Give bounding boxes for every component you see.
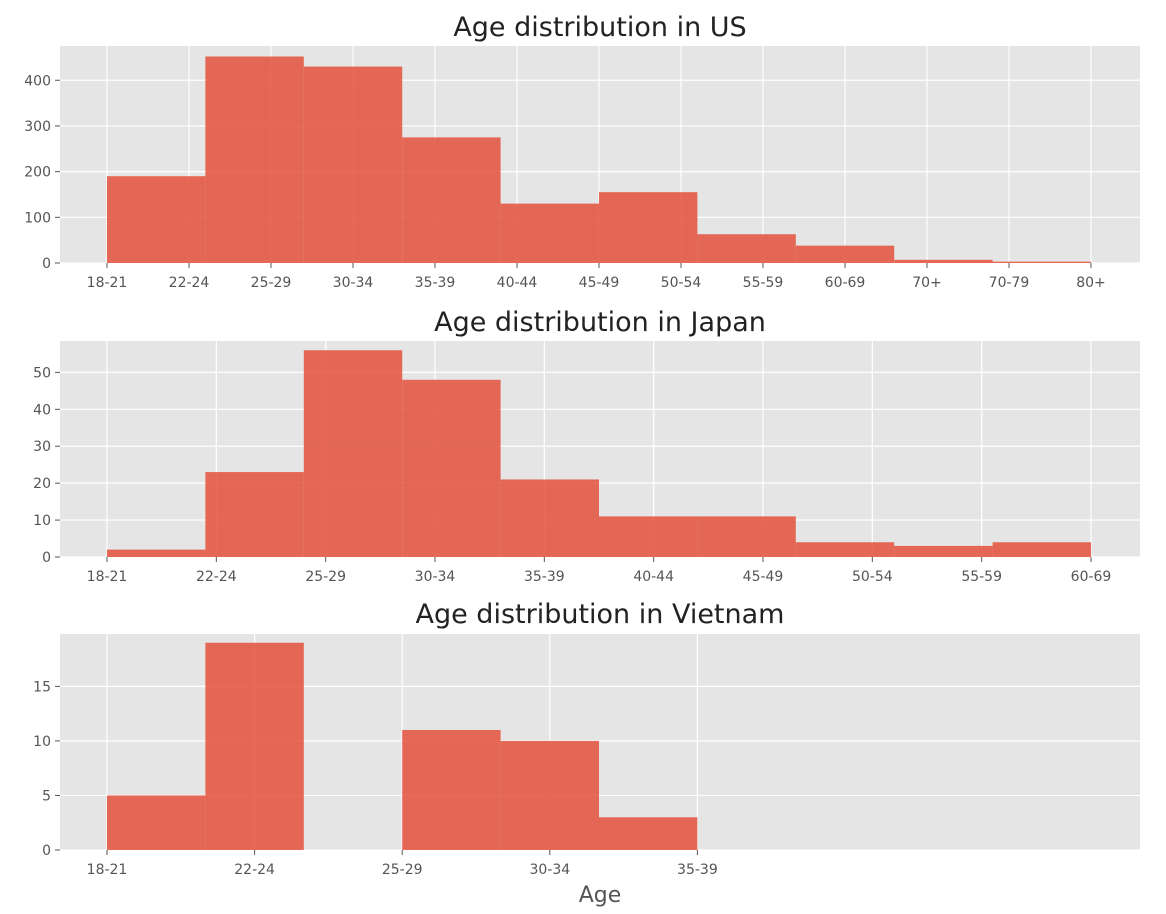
y-tick-label: 100 (24, 210, 51, 226)
histogram-bar (303, 350, 403, 557)
x-tick-label: 45-49 (579, 275, 620, 291)
x-tick-label: 18-21 (87, 569, 128, 585)
histogram-bar (697, 516, 796, 557)
chart-title: Age distribution in Vietnam (416, 599, 785, 630)
x-tick-label: 22-24 (196, 569, 237, 585)
histogram-bar (107, 176, 206, 263)
histogram-bar (500, 740, 599, 850)
y-tick-label: 50 (33, 365, 51, 381)
y-tick-label: 10 (33, 513, 51, 529)
x-tick-label: 60-69 (825, 275, 866, 291)
x-tick-label: 35-39 (677, 862, 718, 878)
x-tick-label: 70-79 (989, 275, 1030, 291)
y-tick-label: 0 (42, 843, 51, 859)
x-tick-label: 22-24 (234, 862, 275, 878)
chart-panel-1: 0 100 200 300 400 18-21 22-24 25-29 30-34 35-39 40… (24, 12, 1140, 291)
chart-title: Age distribution in US (453, 12, 746, 43)
histogram-bar (205, 56, 304, 263)
x-tick-label: 30-34 (529, 862, 570, 878)
x-tick-label: 80+ (1076, 275, 1106, 291)
x-tick-label: 30-34 (333, 275, 374, 291)
histogram-bar (795, 542, 895, 557)
chart-panel-2: 0 10 20 30 40 50 18-21 22-24 25-29 30-34 35-39 40-4… (33, 307, 1140, 585)
x-tick-label: 35-39 (524, 569, 565, 585)
histogram-bar (599, 817, 698, 850)
chart-title: Age distribution in Japan (434, 307, 766, 338)
histogram-bar (599, 516, 698, 557)
y-tick-label: 10 (33, 734, 51, 750)
histogram-bar (402, 730, 501, 850)
y-tick-label: 15 (33, 679, 51, 695)
x-tick-label: 25-29 (382, 862, 423, 878)
histogram-bar (107, 795, 206, 850)
histogram-bar (599, 192, 698, 263)
y-tick-label: 200 (24, 165, 51, 181)
histogram-bar (205, 642, 304, 850)
histogram-bar (402, 137, 501, 263)
y-tick-label: 30 (33, 439, 51, 455)
x-tick-label: 50-54 (661, 275, 702, 291)
y-tick-label: 400 (24, 73, 51, 89)
x-tick-label: 55-59 (961, 569, 1002, 585)
histogram-bar (894, 545, 993, 557)
histogram-bar (992, 542, 1091, 557)
histogram-bar (500, 479, 599, 557)
y-tick-label: 0 (42, 550, 51, 566)
x-tick-label: 55-59 (743, 275, 784, 291)
histogram-bar (500, 203, 599, 263)
x-tick-label: 70+ (912, 275, 942, 291)
chart-panel-3: 0 5 10 15 18-21 22-24 25-29 30-34 35-39 Age distr… (33, 599, 1140, 908)
x-tick-label: 35-39 (415, 275, 456, 291)
y-tick-label: 5 (42, 788, 51, 804)
y-tick-label: 40 (33, 402, 51, 418)
x-tick-label: 30-34 (415, 569, 456, 585)
x-tick-label: 40-44 (497, 275, 538, 291)
histogram-bar (205, 472, 304, 557)
y-tick-label: 20 (33, 476, 51, 492)
x-tick-label: 25-29 (305, 569, 346, 585)
histogram-bar (992, 261, 1091, 263)
x-tick-label: 60-69 (1071, 569, 1112, 585)
histogram-bar (795, 245, 895, 263)
x-tick-label: 50-54 (852, 569, 893, 585)
x-tick-label: 18-21 (87, 275, 128, 291)
histogram-bar (303, 66, 403, 263)
x-tick-label: 40-44 (633, 569, 674, 585)
x-tick-label: 22-24 (169, 275, 210, 291)
histogram-bar (697, 234, 796, 263)
y-tick-label: 0 (42, 256, 51, 272)
y-tick-label: 300 (24, 119, 51, 135)
x-tick-label: 18-21 (87, 862, 128, 878)
x-tick-label: 45-49 (743, 569, 784, 585)
histogram-bar (402, 379, 501, 557)
x-tick-label: 25-29 (251, 275, 292, 291)
histogram-bar (107, 549, 206, 557)
histogram-bar (894, 259, 993, 263)
x-axis-label: Age (579, 883, 622, 908)
